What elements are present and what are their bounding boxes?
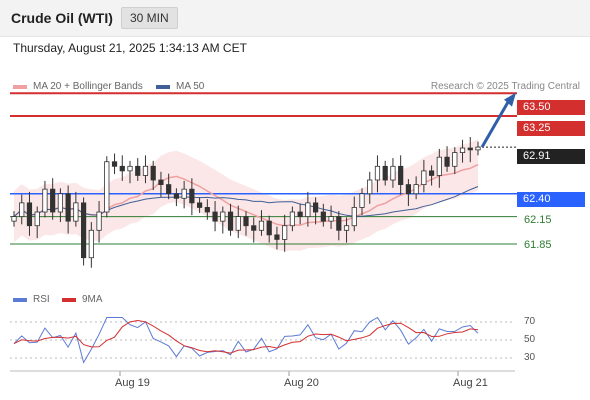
candle xyxy=(459,139,466,163)
ma50-swatch xyxy=(156,84,170,89)
candle xyxy=(111,153,118,175)
candle xyxy=(336,211,342,241)
candle xyxy=(26,191,33,236)
candle xyxy=(320,203,326,227)
candle xyxy=(374,155,381,193)
rsi-tick-50: 50 xyxy=(524,334,536,345)
candle xyxy=(359,188,365,216)
candle xyxy=(127,160,133,184)
timeframe-badge[interactable]: 30 MIN xyxy=(121,7,178,29)
credit-text: Research © 2025 Trading Central xyxy=(430,81,580,92)
ma9-swatch xyxy=(62,297,76,302)
candle xyxy=(96,201,102,243)
candle xyxy=(142,155,149,184)
candle xyxy=(421,159,427,193)
candle xyxy=(452,147,458,175)
candle xyxy=(34,206,40,239)
legend-rsi-label: RSI xyxy=(33,294,50,305)
bollinger-band-area xyxy=(14,139,478,252)
candle xyxy=(227,203,234,236)
x-tick-aug19: Aug 19 xyxy=(115,377,150,389)
legend-ma20-label: MA 20 + Bollinger Bands xyxy=(33,81,143,92)
candle xyxy=(243,211,249,236)
candle xyxy=(251,217,257,243)
candle xyxy=(135,158,141,181)
level-label-63-50: 63.50 xyxy=(517,100,585,115)
candle xyxy=(274,226,280,250)
candle xyxy=(57,188,64,223)
candle xyxy=(220,206,226,234)
level-label-62-15: 62.15 xyxy=(524,214,552,226)
rsi-tick-70: 70 xyxy=(524,316,536,327)
legend-ma50: MA 50 xyxy=(156,81,204,92)
legend-9ma: 9MA xyxy=(62,294,103,305)
legend-rsi: RSI xyxy=(13,294,50,305)
candle xyxy=(289,206,296,232)
rsi-tick-30: 30 xyxy=(524,352,536,363)
level-label-61-85: 61.85 xyxy=(524,239,552,251)
x-tick-aug21: Aug 21 xyxy=(453,377,488,389)
timestamp: Thursday, August 21, 2025 1:34:13 AM CET xyxy=(13,41,247,55)
candle xyxy=(189,178,195,216)
instrument-title: Crude Oil (WTI) xyxy=(11,10,113,26)
candle xyxy=(305,191,311,227)
candle xyxy=(367,171,373,204)
candle xyxy=(413,176,419,200)
legend-9ma-label: 9MA xyxy=(82,294,103,305)
candle xyxy=(65,185,71,234)
candle xyxy=(50,178,56,220)
candle xyxy=(436,148,442,188)
current-price-label: 62.91 xyxy=(517,149,585,164)
candle xyxy=(467,137,473,163)
legend-ma50-label: MA 50 xyxy=(176,81,205,92)
rsi-swatch xyxy=(13,297,27,302)
candle xyxy=(428,165,435,186)
candle xyxy=(266,215,272,243)
candle xyxy=(73,191,79,227)
candle xyxy=(173,188,179,207)
candle xyxy=(42,180,48,218)
candle xyxy=(81,197,87,266)
candle xyxy=(398,155,404,195)
candle xyxy=(158,171,164,197)
legend-ma20: MA 20 + Bollinger Bands xyxy=(13,81,143,92)
ma20-swatch xyxy=(13,84,27,89)
candle xyxy=(444,146,450,172)
candle xyxy=(11,211,17,227)
forecast-arrow xyxy=(480,92,516,148)
candle xyxy=(282,214,288,252)
candle xyxy=(405,179,412,207)
candle xyxy=(312,197,319,225)
candle xyxy=(196,197,203,213)
candle xyxy=(390,158,396,188)
level-label-63-25: 63.25 xyxy=(517,121,585,136)
candle xyxy=(235,205,241,239)
candle xyxy=(104,156,110,218)
ma50-line xyxy=(13,186,479,217)
candle xyxy=(475,141,481,156)
candle xyxy=(204,199,210,220)
rsi-ma-line xyxy=(13,319,479,354)
candle xyxy=(88,222,94,268)
candle xyxy=(297,203,303,225)
x-tick-aug20: Aug 20 xyxy=(284,377,319,389)
candle xyxy=(212,201,218,232)
level-label-62-40: 62.40 xyxy=(517,192,585,207)
candle xyxy=(181,180,187,209)
candle xyxy=(150,160,156,191)
candle xyxy=(328,205,334,229)
candle xyxy=(19,194,25,225)
candle xyxy=(343,217,350,243)
candle xyxy=(119,155,125,181)
chart-header: Crude Oil (WTI) 30 MIN xyxy=(0,0,590,37)
candle xyxy=(258,210,265,236)
candle xyxy=(351,196,357,232)
rsi-line xyxy=(13,316,479,364)
candle xyxy=(166,173,172,200)
candle xyxy=(382,160,388,186)
